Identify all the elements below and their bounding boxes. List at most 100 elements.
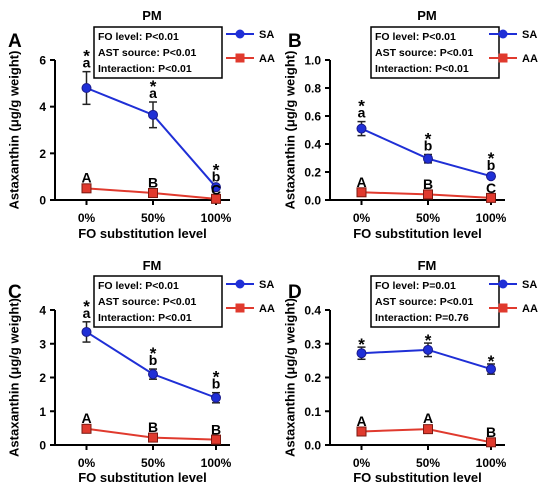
data-point: [486, 364, 496, 375]
significance-label: b: [149, 352, 158, 368]
x-tick-label: 100%: [476, 211, 507, 225]
legend-marker: [498, 303, 508, 313]
y-tick-label: 0.8: [304, 82, 321, 96]
y-axis-label: Astaxanthin (μg/g weight): [7, 51, 22, 210]
chart-panel-c: C FM 0 1 2 3 4 0% 50% 100% Astaxanthin (μg/g weigh…: [7, 258, 275, 485]
series-line: [86, 87, 217, 188]
legend-label: AA: [522, 303, 538, 315]
x-tick-label: 100%: [201, 211, 232, 225]
panel-letter: A: [8, 31, 22, 52]
significance-label: *: [358, 335, 365, 354]
panel-letter: C: [8, 282, 22, 303]
y-tick-label: 2: [39, 371, 46, 385]
series-aa: A AB: [356, 410, 496, 448]
y-tick-label: 0.4: [304, 304, 321, 318]
data-point: [81, 183, 92, 194]
legend-marker: [498, 279, 508, 289]
data-point: [486, 192, 496, 203]
data-point: [423, 153, 433, 164]
y-tick-label: 1: [39, 405, 46, 419]
x-tick-label: 100%: [476, 456, 507, 470]
significance-label: B: [486, 424, 496, 440]
legend-label: SA: [259, 279, 274, 291]
significance-label: *: [213, 368, 220, 387]
data-point: [148, 369, 158, 380]
stats-line: Interaction: P<0.01: [98, 63, 192, 75]
significance-label: a: [358, 105, 366, 121]
legend-marker: [498, 53, 508, 63]
legend-label: AA: [259, 53, 275, 65]
y-tick-label: 6: [39, 54, 46, 68]
x-tick-label: 0%: [78, 211, 96, 225]
legend-marker: [235, 29, 245, 39]
y-tick-label: 3: [39, 337, 46, 351]
data-point: [423, 189, 433, 200]
stats-line: AST source: P<0.01: [98, 296, 196, 308]
significance-label: *: [213, 160, 220, 179]
series-sa: * * *: [356, 331, 496, 375]
series-sa: a*a*b*: [81, 47, 221, 193]
legend-label: AA: [259, 303, 275, 315]
y-tick-label: 0.6: [304, 110, 321, 124]
stats-line: FO level: P<0.01: [375, 31, 456, 43]
data-point: [211, 434, 221, 445]
y-tick-label: 0.4: [304, 138, 321, 152]
panel-title: PM: [142, 8, 162, 23]
legend-label: AA: [522, 53, 538, 65]
x-axis-label: FO substitution level: [353, 470, 482, 485]
significance-label: C: [486, 180, 496, 196]
significance-label: A: [423, 410, 433, 426]
legend-marker: [498, 29, 508, 39]
legend-label: SA: [259, 29, 274, 41]
stats-box: [370, 26, 500, 79]
stats-line: FO level: P<0.01: [98, 280, 179, 292]
stats-line: AST source: P<0.01: [375, 47, 473, 59]
chart-panel-b: B PM 0.0 0.2 0.4 0.6 0.8 1.0 0% 50% 100% Astaxanthi…: [283, 8, 538, 241]
panel-letter: D: [288, 282, 302, 303]
data-point: [81, 423, 92, 434]
x-tick-label: 50%: [141, 456, 165, 470]
y-tick-label: 0.1: [304, 405, 321, 419]
data-point: [423, 424, 433, 435]
series-aa: A B C: [81, 169, 221, 204]
series-aa: A B C: [356, 174, 496, 203]
y-tick-label: 0.0: [304, 439, 321, 453]
y-axis-label: Astaxanthin (μg/g weight): [7, 298, 22, 457]
data-point: [211, 193, 221, 204]
series-sa: a*b*b*: [81, 297, 221, 404]
significance-label: A: [356, 174, 366, 190]
x-tick-label: 0%: [353, 211, 371, 225]
significance-label: a: [83, 55, 91, 71]
legend-label: SA: [522, 29, 537, 41]
y-axis-label: Astaxanthin (μg/g weight): [283, 51, 298, 210]
data-point: [356, 426, 367, 437]
significance-label: *: [488, 149, 495, 168]
legend-marker: [235, 279, 245, 289]
y-tick-label: 0: [39, 439, 46, 453]
stats-line: FO level: P=0.01: [375, 280, 456, 292]
legend-label: SA: [522, 279, 537, 291]
panel-letter: B: [288, 31, 302, 52]
data-point: [148, 109, 158, 120]
stats-line: Interaction: P<0.01: [375, 63, 469, 75]
panel-title: FM: [418, 258, 437, 273]
stats-line: FO level: P<0.01: [98, 31, 179, 43]
legend-marker: [235, 303, 245, 313]
stats-line: Interaction: P=0.76: [375, 312, 469, 324]
significance-label: b: [212, 168, 221, 184]
stats-box: [93, 26, 223, 79]
significance-label: *: [425, 130, 432, 149]
stats-box: [370, 275, 500, 328]
chart-panel-a: A PM 0 2 4 6 0% 50% 100% Astaxanthin (μg/g weight…: [7, 8, 275, 241]
x-axis-label: FO substitution level: [78, 470, 207, 485]
significance-label: a: [83, 305, 91, 321]
data-point: [148, 432, 158, 443]
significance-label: *: [358, 97, 365, 116]
significance-label: *: [488, 352, 495, 371]
data-point: [486, 171, 496, 182]
series-sa: a*b*b*: [356, 97, 496, 182]
data-point: [81, 326, 92, 337]
y-tick-label: 4: [39, 304, 46, 318]
data-point: [423, 344, 433, 355]
significance-label: B: [423, 176, 433, 192]
